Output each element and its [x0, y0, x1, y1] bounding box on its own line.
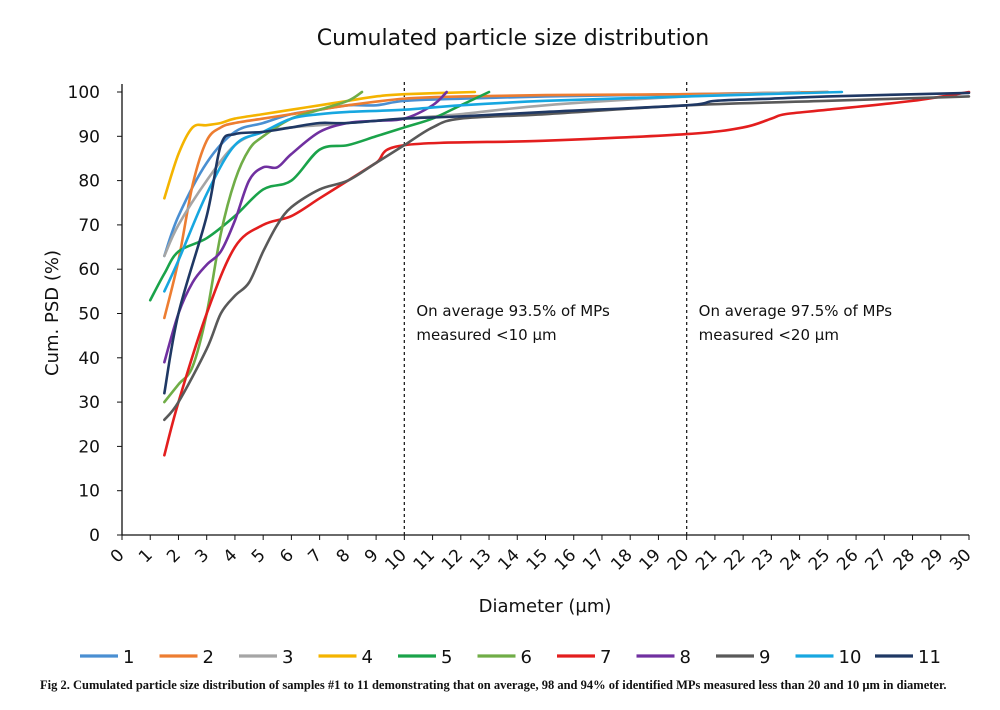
x-tick-label: 5 [248, 545, 270, 567]
x-tick-label: 26 [833, 545, 862, 574]
chart: Cumulated particle size distribution 010… [42, 26, 976, 668]
legend-label-1: 1 [123, 647, 134, 668]
x-tick-label: 0 [107, 545, 129, 567]
series-line-2 [163, 90, 830, 320]
x-tick-label: 16 [551, 545, 580, 574]
y-tick-label: 40 [78, 349, 100, 369]
series-line-10 [163, 90, 844, 293]
x-tick-label: 22 [720, 545, 749, 574]
legend-label-2: 2 [203, 647, 214, 668]
series-line-6 [163, 90, 364, 404]
x-tick-label: 12 [438, 545, 467, 574]
series-line-4 [163, 90, 477, 200]
x-tick-label: 15 [523, 545, 552, 574]
x-tick-label: 25 [805, 545, 834, 574]
x-tick-label: 28 [890, 545, 919, 574]
x-tick-label: 3 [191, 545, 213, 567]
reference-annotation: measured <10 µm [416, 326, 556, 344]
y-tick-label: 100 [68, 83, 100, 103]
chart-title: Cumulated particle size distribution [317, 26, 709, 51]
legend-label-11: 11 [918, 647, 941, 668]
legend-label-7: 7 [600, 647, 611, 668]
x-tick-label: 4 [220, 545, 242, 567]
figure-caption: Fig 2. Cumulated particle size distribut… [40, 678, 947, 692]
x-tick-label: 8 [333, 545, 355, 567]
x-tick-label: 18 [607, 545, 636, 574]
reference-annotation: measured <20 µm [699, 326, 839, 344]
legend-label-8: 8 [680, 647, 691, 668]
y-tick-label: 80 [78, 172, 100, 192]
x-tick-label: 27 [861, 545, 890, 574]
y-tick-label: 90 [78, 127, 100, 147]
reference-annotation: On average 97.5% of MPs [699, 302, 893, 320]
y-axis-title: Cum. PSD (%) [42, 250, 63, 376]
x-tick-label: 23 [748, 545, 777, 574]
series-line-3 [163, 90, 801, 258]
x-tick-label: 1 [135, 545, 157, 567]
legend-label-5: 5 [441, 647, 452, 668]
x-tick-label: 20 [664, 545, 693, 574]
legend-label-3: 3 [282, 647, 293, 668]
y-tick-label: 50 [78, 305, 100, 325]
x-axis-title: Diameter (µm) [479, 596, 612, 617]
series-line-5 [148, 90, 491, 302]
x-tick-label: 2 [163, 545, 185, 567]
series-line-9 [163, 95, 971, 422]
y-tick-label: 30 [78, 393, 100, 413]
legend-label-6: 6 [521, 647, 532, 668]
y-tick-label: 0 [89, 526, 100, 546]
reference-annotation: On average 93.5% of MPs [416, 302, 610, 320]
x-tick-label: 24 [777, 545, 806, 574]
x-tick-label: 29 [918, 545, 947, 574]
legend-label-9: 9 [759, 647, 770, 668]
series-line-7 [163, 90, 971, 457]
x-tick-label: 30 [946, 545, 975, 574]
x-tick-label: 14 [494, 545, 523, 574]
y-tick-label: 20 [78, 437, 100, 457]
legend-label-4: 4 [362, 647, 373, 668]
legend-label-10: 10 [839, 647, 862, 668]
x-tick-label: 10 [381, 545, 410, 574]
x-tick-label: 11 [410, 545, 439, 574]
x-tick-label: 6 [276, 545, 298, 567]
x-tick-label: 17 [579, 545, 608, 574]
x-tick-label: 9 [361, 545, 383, 567]
x-tick-label: 13 [466, 545, 495, 574]
x-tick-label: 7 [304, 545, 326, 567]
x-tick-label: 21 [692, 545, 721, 574]
y-tick-label: 10 [78, 482, 100, 502]
series-line-11 [163, 91, 971, 395]
y-tick-label: 60 [78, 260, 100, 280]
y-tick-label: 70 [78, 216, 100, 236]
x-tick-label: 19 [636, 545, 665, 574]
